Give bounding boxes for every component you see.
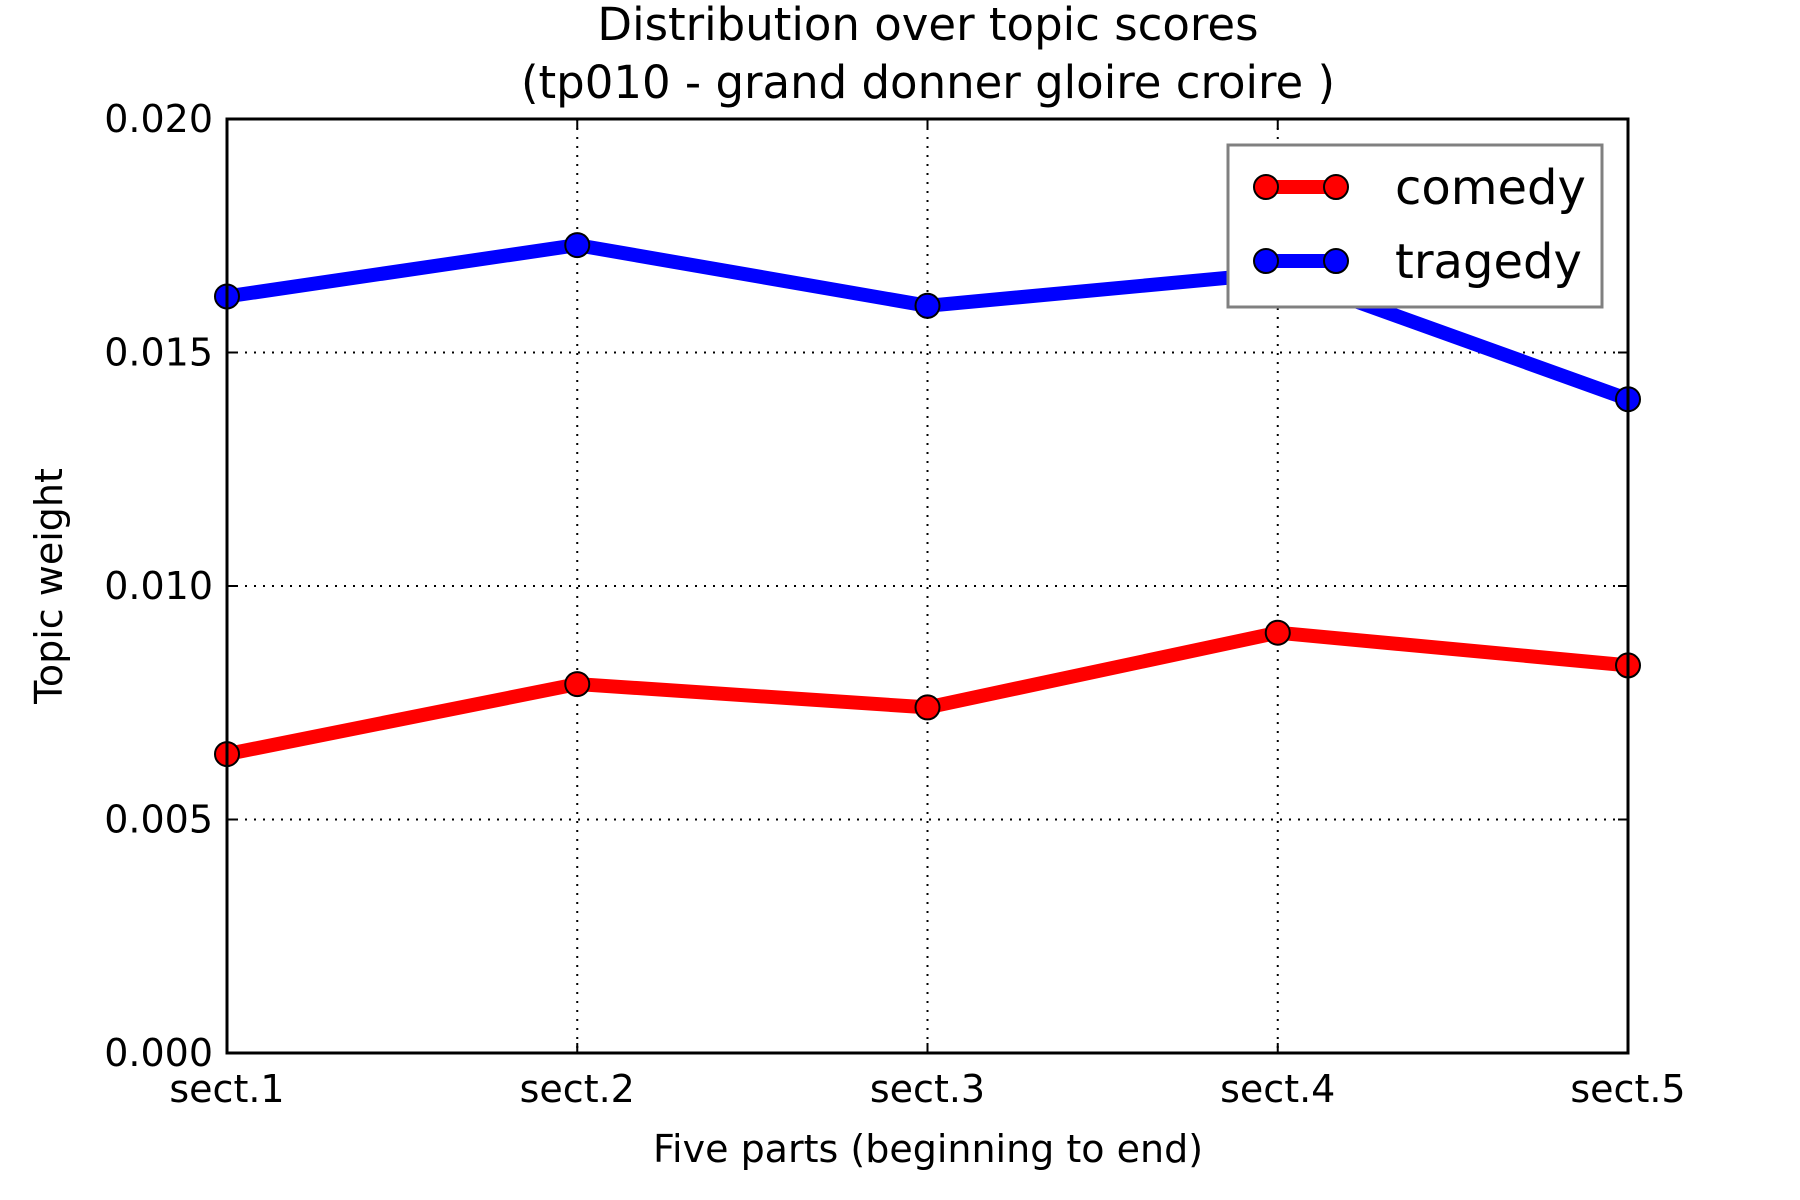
data-point-comedy: [564, 671, 591, 698]
data-point-tragedy: [914, 292, 941, 319]
y-tick-label: 0.000: [104, 1031, 213, 1075]
y-tick-label: 0.010: [104, 564, 213, 608]
axis-ticks: sect.1 sect.2 sect.3 sect.4 sect.5 0.000 0.005…: [104, 97, 1685, 1111]
data-point-tragedy: [564, 232, 591, 259]
legend-entry-tragedy: tragedy: [1253, 234, 1582, 290]
y-axis-label: Topic weight: [27, 468, 71, 705]
x-tick-label: sect.4: [1220, 1067, 1335, 1111]
y-tick-label: 0.015: [104, 331, 213, 375]
legend-marker: [1253, 174, 1279, 200]
series-lines: [214, 232, 1641, 768]
y-tick-label: 0.020: [104, 97, 213, 141]
legend: comedy tragedy: [1226, 143, 1604, 309]
data-point-comedy: [1264, 619, 1291, 646]
legend-marker: [1323, 174, 1349, 200]
legend-marker: [1253, 248, 1279, 274]
x-tick-label: sect.5: [1570, 1067, 1685, 1111]
series-comedy: [214, 619, 1641, 768]
legend-marker: [1323, 248, 1349, 274]
chart-title: Distribution over topic scores: [597, 0, 1258, 51]
legend-label: comedy: [1395, 160, 1586, 216]
x-tick-label: sect.2: [520, 1067, 635, 1111]
legend-box: [1226, 143, 1604, 309]
legend-entry-comedy: comedy: [1253, 160, 1586, 216]
x-axis-label: Five parts (beginning to end): [653, 1127, 1203, 1171]
chart-subtitle: (tp010 - grand donner gloire croire ): [521, 56, 1335, 109]
x-tick-label: sect.1: [169, 1067, 284, 1111]
legend-label: tragedy: [1395, 234, 1582, 290]
y-tick-label: 0.005: [104, 798, 213, 842]
x-tick-label: sect.3: [870, 1067, 985, 1111]
data-point-comedy: [914, 694, 941, 721]
